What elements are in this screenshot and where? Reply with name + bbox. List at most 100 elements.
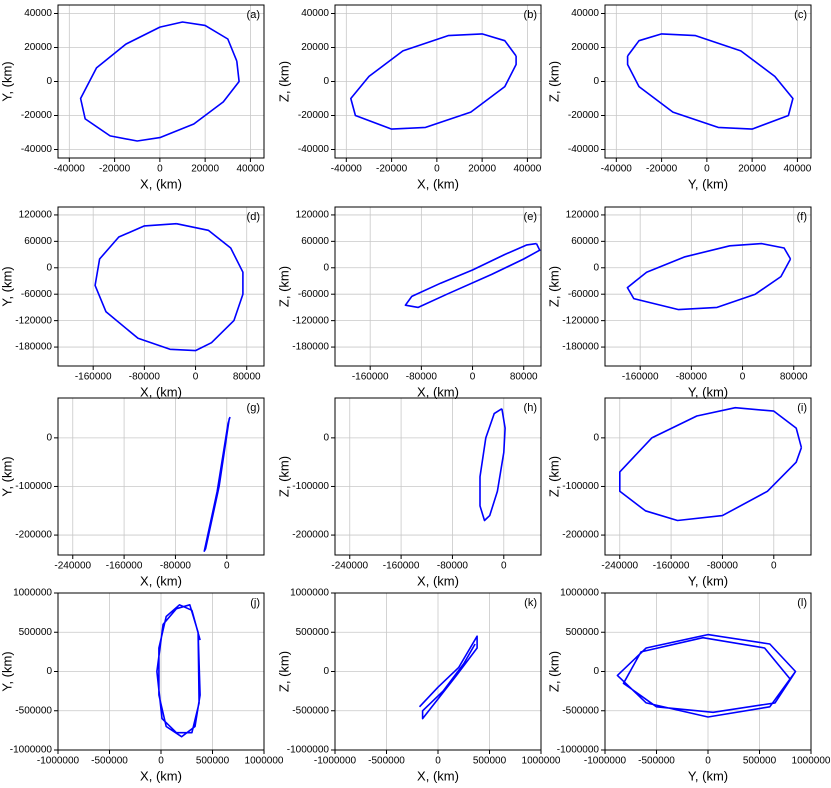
- y-tick-label: -500000: [562, 705, 599, 716]
- x-tick-label: 0: [193, 372, 199, 383]
- y-axis-label: Y, (km): [0, 266, 14, 306]
- y-tick-label: 0: [323, 432, 329, 443]
- x-tick-label: -500000: [91, 756, 128, 767]
- plot-frame: [334, 397, 542, 556]
- panel-label: (c): [794, 9, 807, 21]
- y-tick-label: -100000: [15, 481, 52, 492]
- panel-label: (e): [524, 211, 537, 223]
- y-tick-label: -120000: [562, 315, 599, 326]
- x-tick-label: 0: [704, 164, 710, 175]
- y-tick-label: -500000: [15, 705, 52, 716]
- plot-frame: [604, 4, 812, 159]
- x-tick-label: -80000: [129, 372, 161, 383]
- y-tick-label: 0: [323, 262, 329, 273]
- plot-frame: [604, 592, 812, 751]
- trajectory: [350, 33, 517, 130]
- plot-frame: [604, 397, 812, 556]
- x-tick-label: -160000: [75, 372, 112, 383]
- y-axis-label: Z, (km): [276, 61, 291, 102]
- y-tick-label: -200000: [292, 530, 329, 541]
- panel-label: (a): [247, 9, 260, 21]
- y-tick-label: 20000: [571, 42, 599, 53]
- y-tick-label: 1000000: [560, 588, 599, 599]
- y-tick-label: 0: [593, 666, 599, 677]
- x-tick-label: 40000: [237, 164, 265, 175]
- x-tick-label: 1000000: [792, 756, 831, 767]
- x-tick-label: 0: [434, 164, 440, 175]
- y-tick-label: -100000: [562, 481, 599, 492]
- y-tick-label: 0: [593, 432, 599, 443]
- y-tick-label: 0: [46, 262, 52, 273]
- y-tick-label: 40000: [571, 8, 599, 19]
- x-tick-label: -160000: [653, 561, 690, 572]
- y-tick-label: 0: [593, 262, 599, 273]
- x-tick-label: 80000: [780, 372, 808, 383]
- panel-label: (d): [247, 211, 260, 223]
- y-tick-label: -20000: [568, 110, 600, 121]
- x-tick-label: 0: [501, 561, 507, 572]
- y-tick-label: -1000000: [10, 745, 53, 756]
- panel-label: (f): [797, 211, 807, 223]
- y-axis-label: Y, (km): [0, 61, 14, 101]
- trajectory: [203, 416, 231, 552]
- y-tick-label: 40000: [24, 8, 52, 19]
- x-axis-label: Y, (km): [688, 573, 728, 588]
- y-tick-label: 0: [46, 76, 52, 87]
- panel-label: (l): [797, 597, 807, 609]
- x-axis-label: X, (km): [417, 573, 459, 588]
- x-tick-label: -500000: [638, 756, 675, 767]
- y-axis-label: Z, (km): [546, 266, 561, 307]
- x-tick-label: -240000: [54, 561, 91, 572]
- y-tick-label: 500000: [296, 627, 330, 638]
- x-tick-label: -1000000: [37, 756, 80, 767]
- x-tick-label: -80000: [406, 372, 438, 383]
- x-axis-label: X, (km): [140, 768, 182, 783]
- x-tick-label: 80000: [510, 372, 538, 383]
- x-axis-label: X, (km): [417, 176, 459, 191]
- x-tick-label: 0: [705, 756, 711, 767]
- x-tick-label: 40000: [514, 164, 542, 175]
- trajectory: [418, 635, 478, 720]
- panel-label: (j): [250, 597, 260, 609]
- trajectory: [94, 222, 244, 352]
- trajectory: [626, 33, 794, 130]
- trajectory: [616, 633, 797, 718]
- x-tick-label: -240000: [331, 561, 368, 572]
- x-tick-label: -1000000: [584, 756, 627, 767]
- y-axis-label: Y, (km): [0, 456, 14, 496]
- x-tick-label: 20000: [191, 164, 219, 175]
- y-tick-label: -200000: [15, 530, 52, 541]
- y-tick-label: 500000: [566, 627, 600, 638]
- y-tick-label: 0: [46, 666, 52, 677]
- y-tick-label: 120000: [566, 210, 600, 221]
- x-tick-label: -160000: [383, 561, 420, 572]
- trajectory: [79, 21, 240, 142]
- x-axis-label: X, (km): [417, 384, 459, 399]
- y-tick-label: -20000: [21, 110, 53, 121]
- x-tick-label: -160000: [622, 372, 659, 383]
- plot-frame: [334, 592, 542, 751]
- y-tick-label: 120000: [19, 210, 53, 221]
- panel-label: (k): [524, 597, 537, 609]
- y-tick-label: 120000: [296, 210, 330, 221]
- y-tick-label: 60000: [24, 236, 52, 247]
- x-tick-label: -1000000: [314, 756, 357, 767]
- y-axis-label: Z, (km): [546, 61, 561, 102]
- panel-label: (h): [524, 402, 537, 414]
- x-tick-label: -160000: [352, 372, 389, 383]
- x-tick-label: 0: [740, 372, 746, 383]
- x-tick-label: 0: [435, 756, 441, 767]
- x-tick-label: -80000: [676, 372, 708, 383]
- y-tick-label: 0: [323, 76, 329, 87]
- x-tick-label: 0: [158, 756, 164, 767]
- y-axis-label: Z, (km): [546, 651, 561, 692]
- y-tick-label: -120000: [292, 315, 329, 326]
- y-tick-label: 60000: [301, 236, 329, 247]
- trajectory: [626, 242, 792, 311]
- plot-frame: [57, 592, 265, 751]
- y-tick-label: -60000: [568, 289, 600, 300]
- panel-label: (b): [524, 9, 537, 21]
- x-tick-label: 1000000: [245, 756, 284, 767]
- x-tick-label: -160000: [106, 561, 143, 572]
